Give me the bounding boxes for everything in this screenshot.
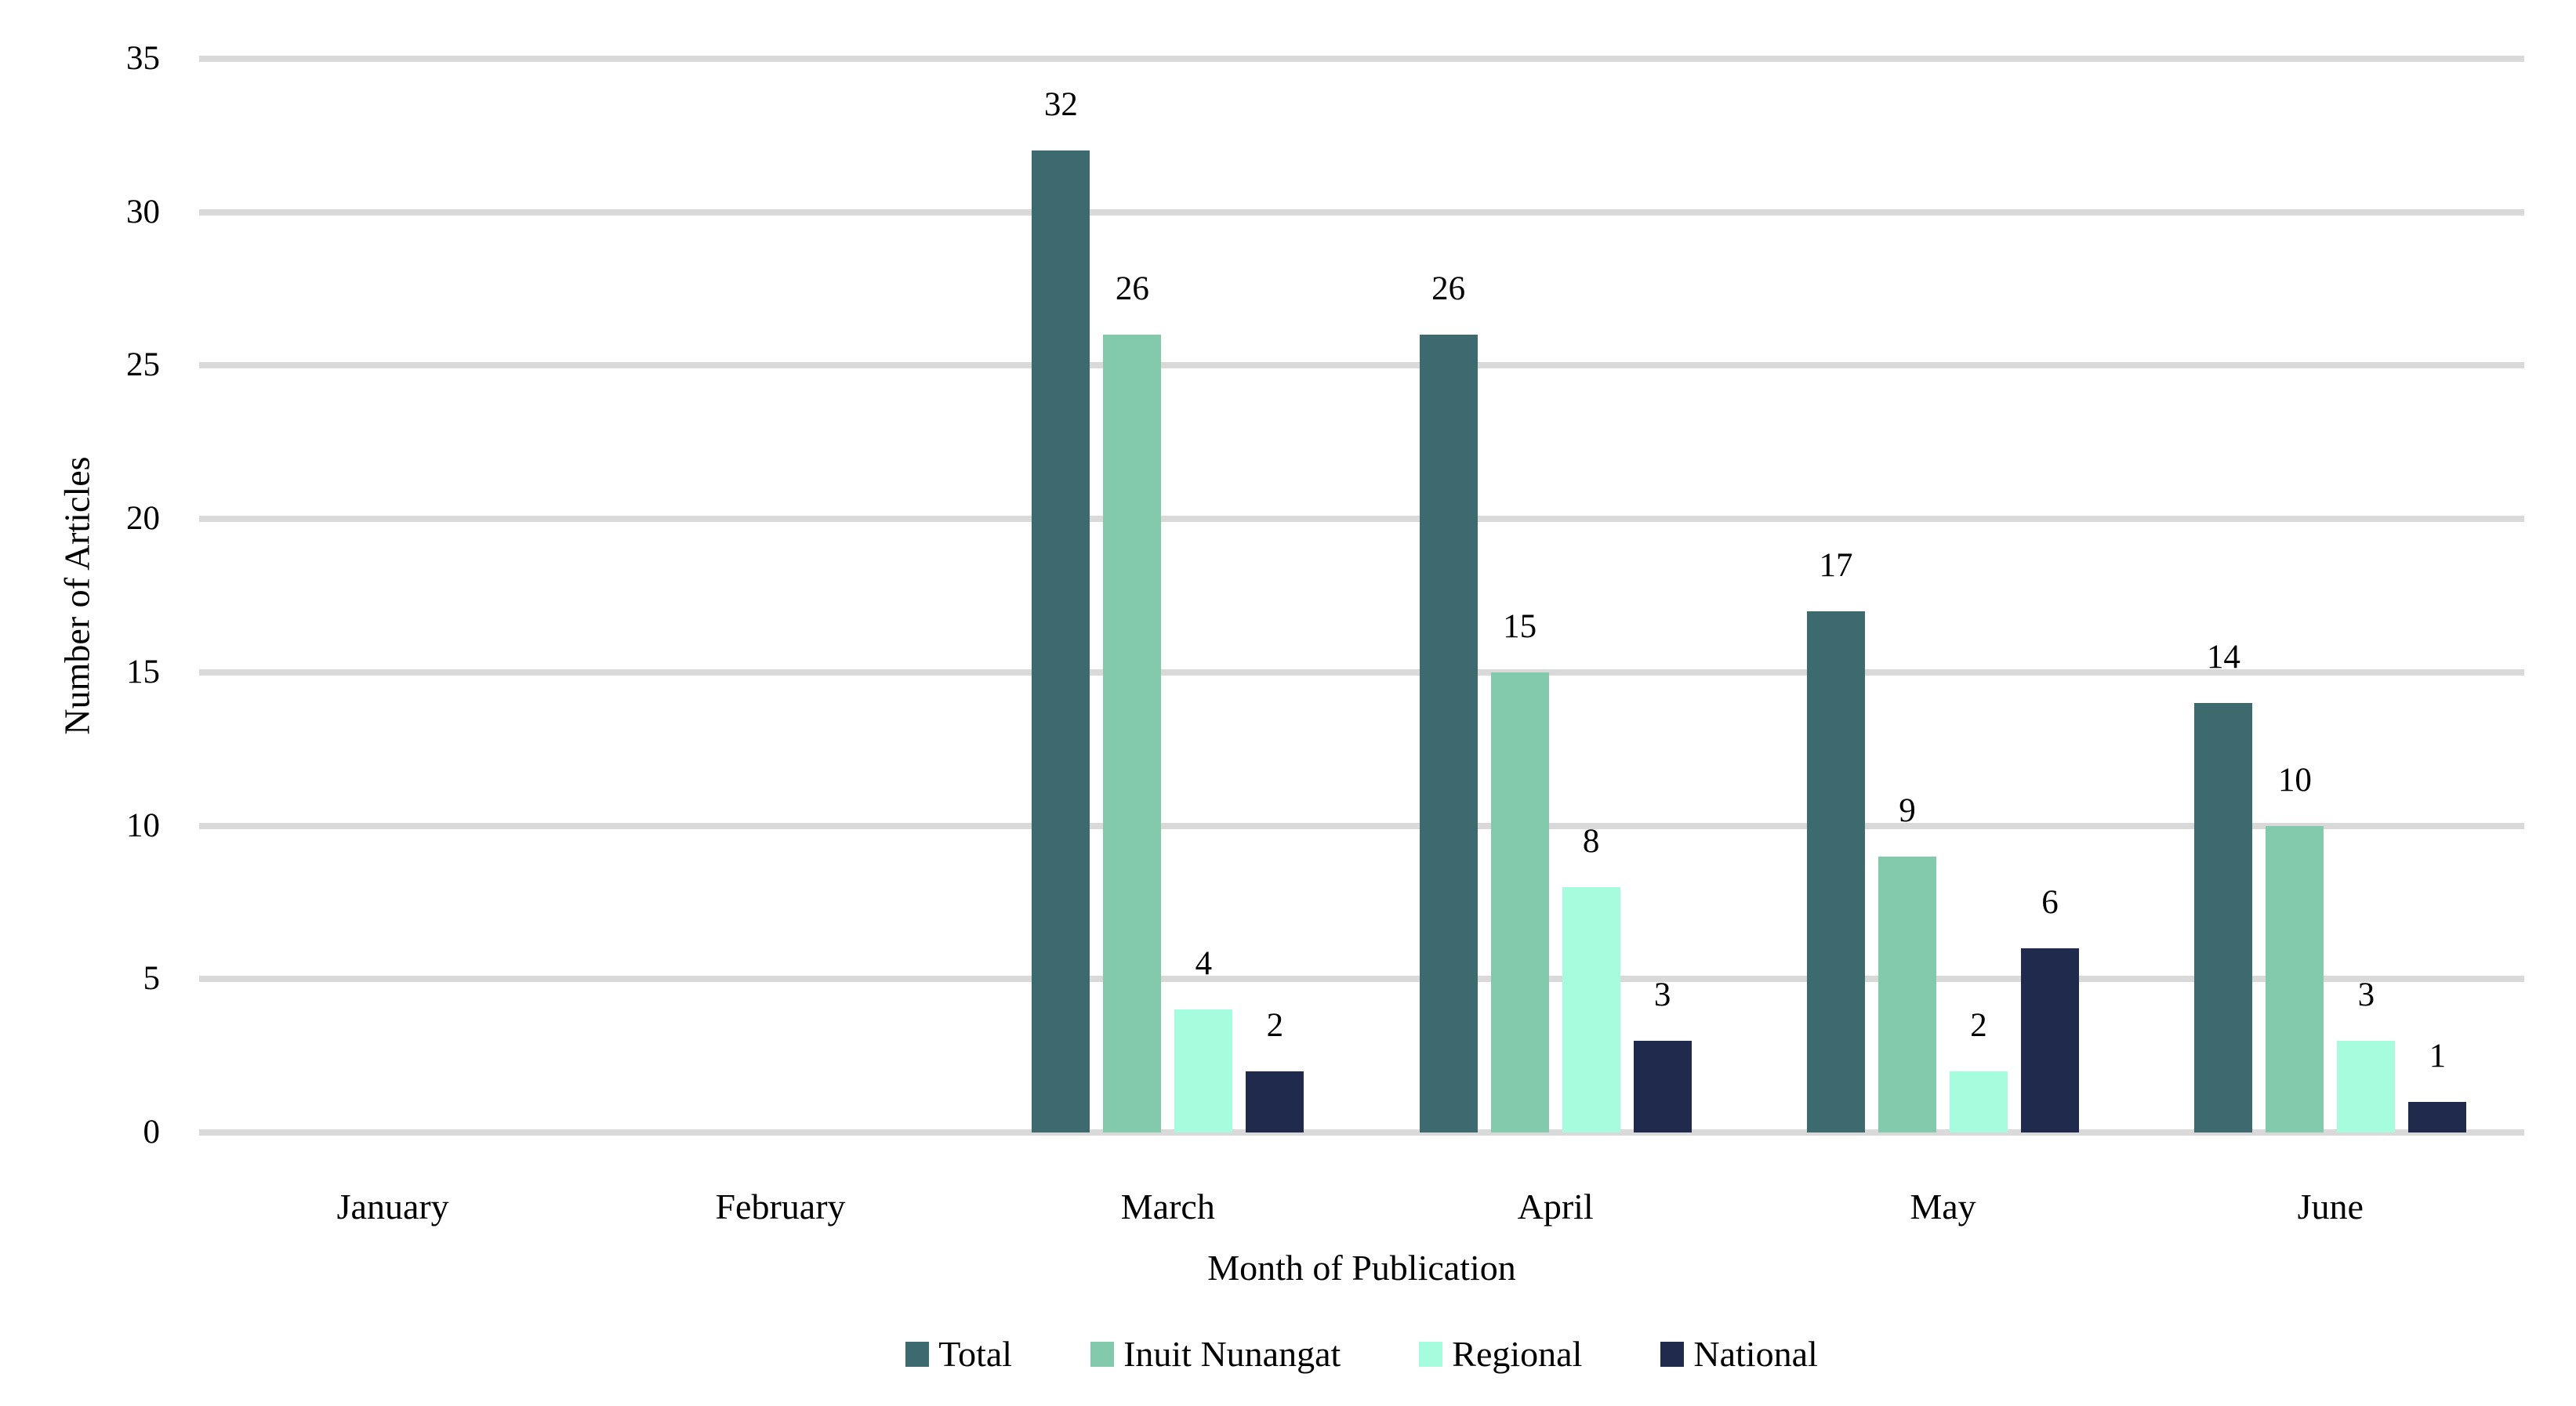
legend-swatch-total	[905, 1342, 930, 1367]
bar-national-june: 1	[2408, 1038, 2467, 1132]
bar-value-label: 15	[1503, 607, 1537, 645]
y-axis-title: Number of Articles	[56, 456, 97, 735]
bar-national-may: 6	[2021, 886, 2079, 1132]
bar-inuit-nunangat-april: 15	[1490, 609, 1549, 1132]
x-tick-label-april: April	[1517, 1187, 1594, 1227]
bar-total-june: 14	[2194, 640, 2253, 1132]
bar-inuit-nunangat-june: 10	[2266, 763, 2324, 1132]
bar-regional-march: 4	[1174, 947, 1233, 1132]
gridline-20	[199, 516, 2524, 523]
x-tick-label-march: March	[1120, 1187, 1215, 1227]
gridline-35	[199, 56, 2524, 62]
bar-value-label: 2	[1970, 1006, 1987, 1044]
legend-item-total: Total	[905, 1332, 1012, 1376]
bar-value-label: 10	[2277, 761, 2312, 799]
y-tick-label: 5	[143, 960, 161, 998]
y-tick-label: 30	[126, 193, 160, 230]
bar-regional-april: 8	[1562, 824, 1620, 1132]
bar-value-label: 3	[2357, 976, 2375, 1013]
y-tick-label: 20	[126, 500, 160, 538]
bar-value-label: 9	[1899, 792, 1916, 829]
y-tick-label: 10	[126, 806, 160, 844]
legend-swatch-inuit-nunangat	[1090, 1342, 1115, 1367]
legend-label-total: Total	[938, 1334, 1013, 1374]
gridline-0	[199, 1129, 2524, 1136]
bar-group-may: 17 9 2 6	[1807, 548, 2079, 1132]
bar-value-label: 2	[1266, 1006, 1284, 1044]
x-tick-label-june: June	[2297, 1187, 2364, 1227]
legend-item-national: National	[1660, 1332, 1818, 1376]
bar-group-april: 26 15 8 3	[1419, 272, 1692, 1132]
x-tick-label-january: January	[336, 1187, 449, 1227]
legend-item-regional: Regional	[1419, 1332, 1582, 1376]
x-axis-title: Month of Publication	[1207, 1248, 1516, 1288]
legend-swatch-national	[1660, 1342, 1685, 1367]
bar-group-march: 32 26 4 2	[1032, 88, 1304, 1132]
bar-value-label: 4	[1195, 945, 1213, 983]
bar-total-march: 32	[1032, 88, 1090, 1132]
bar-value-label: 6	[2041, 884, 2059, 922]
x-tick-label-february: February	[715, 1187, 846, 1227]
gridline-10	[199, 822, 2524, 829]
y-tick-label: 15	[126, 653, 160, 690]
legend-label-national: National	[1693, 1334, 1818, 1374]
y-tick-label: 25	[126, 346, 160, 384]
y-tick-label: 0	[143, 1114, 161, 1151]
bar-value-label: 26	[1431, 270, 1466, 308]
plot-area: 32 26 4 2 26 15 8 3 17 9 2 6 14 10 3 1	[199, 56, 2524, 1136]
legend-item-inuit-nunangat: Inuit Nunangat	[1090, 1332, 1341, 1376]
bar-value-label: 32	[1043, 86, 1078, 124]
bar-value-label: 26	[1115, 270, 1149, 308]
bar-group-june: 14 10 3 1	[2194, 640, 2467, 1132]
legend: Total Inuit Nunangat Regional National	[199, 1332, 2524, 1376]
legend-label-inuit-nunangat: Inuit Nunangat	[1123, 1334, 1341, 1374]
bar-total-april: 26	[1419, 272, 1478, 1132]
legend-label-regional: Regional	[1452, 1334, 1583, 1374]
gridline-5	[199, 976, 2524, 983]
bar-national-april: 3	[1633, 977, 1692, 1132]
bar-value-label: 8	[1582, 822, 1600, 860]
gridline-15	[199, 669, 2524, 676]
bar-regional-may: 2	[1950, 1008, 2008, 1132]
x-tick-label-may: May	[1910, 1187, 1976, 1227]
gridline-30	[199, 208, 2524, 216]
bar-regional-june: 3	[2337, 977, 2396, 1132]
legend-swatch-regional	[1419, 1342, 1443, 1367]
gridline-25	[199, 362, 2524, 369]
y-tick-label: 35	[126, 40, 160, 77]
bar-total-may: 17	[1807, 548, 1865, 1132]
bar-national-march: 2	[1246, 1008, 1304, 1132]
bar-value-label: 17	[1819, 546, 1853, 584]
bar-value-label: 3	[1653, 976, 1671, 1013]
bar-value-label: 14	[2206, 639, 2240, 676]
bar-value-label: 1	[2429, 1037, 2447, 1074]
bar-inuit-nunangat-march: 26	[1103, 272, 1162, 1132]
bar-inuit-nunangat-may: 9	[1878, 793, 1936, 1132]
